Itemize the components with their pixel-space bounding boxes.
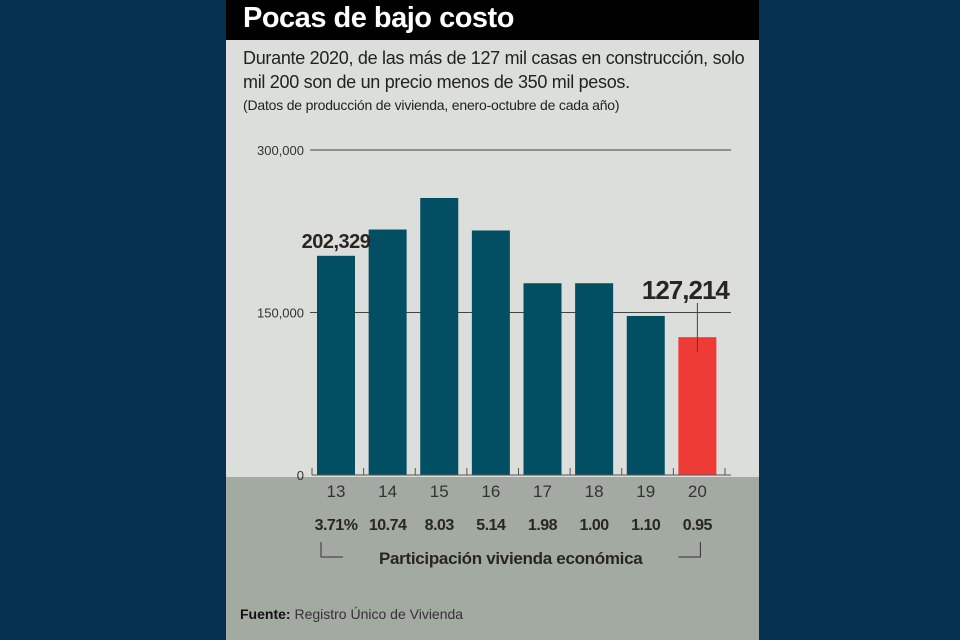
source-text: Registro Único de Vivienda bbox=[294, 606, 464, 622]
bar bbox=[523, 283, 562, 475]
bar bbox=[626, 315, 665, 475]
participation-value: 3.71% bbox=[315, 517, 358, 534]
x-tick-label: 19 bbox=[636, 482, 655, 501]
participation-value: 8.03 bbox=[425, 517, 455, 534]
x-tick-label: 20 bbox=[688, 482, 707, 501]
participation-value: 0.95 bbox=[683, 517, 713, 534]
source-line: Fuente: Registro Único de Vivienda bbox=[240, 606, 463, 622]
x-tick-label: 15 bbox=[430, 482, 449, 501]
chart-note: (Datos de producción de vivienda, enero-… bbox=[243, 97, 620, 113]
x-tick-label: 16 bbox=[481, 482, 500, 501]
data-label: 202,329 bbox=[302, 231, 371, 253]
source-label: Fuente: bbox=[240, 606, 291, 622]
title-bar: Pocas de bajo costo bbox=[226, 0, 759, 40]
chart-title: Pocas de bajo costo bbox=[243, 2, 514, 34]
bar bbox=[420, 197, 459, 475]
x-tick-label: 13 bbox=[327, 482, 346, 501]
x-tick-label: 18 bbox=[585, 482, 604, 501]
y-tick-label: 150,000 bbox=[257, 306, 304, 321]
infographic-panel: Pocas de bajo costo Durante 2020, de las… bbox=[226, 0, 759, 640]
participation-value: 10.74 bbox=[369, 517, 407, 534]
y-tick-label: 300,000 bbox=[257, 143, 304, 158]
bar-chart: 0 150,000 300,000 13 14 15 16 17 18 19 20 3.71% 10.7… bbox=[257, 143, 731, 568]
participation-value: 1.10 bbox=[631, 517, 661, 534]
bracket-left bbox=[320, 542, 343, 558]
x-tick-label: 17 bbox=[533, 482, 552, 501]
bar bbox=[575, 283, 614, 475]
bar bbox=[368, 229, 407, 475]
participation-value: 1.00 bbox=[580, 517, 610, 534]
participation-value: 1.98 bbox=[528, 517, 558, 534]
y-tick-label: 0 bbox=[297, 468, 304, 483]
bracket-right bbox=[678, 542, 701, 558]
x-tick-label: 14 bbox=[378, 482, 397, 501]
chart-subtitle: Durante 2020, de las más de 127 mil casa… bbox=[243, 48, 745, 92]
bottom-band bbox=[226, 477, 759, 640]
data-label: 127,214 bbox=[642, 275, 731, 305]
bar bbox=[678, 337, 717, 475]
participation-value: 5.14 bbox=[476, 517, 506, 534]
participation-label: Participación vivienda económica bbox=[379, 549, 643, 568]
bar bbox=[317, 255, 355, 475]
bar bbox=[471, 230, 510, 475]
